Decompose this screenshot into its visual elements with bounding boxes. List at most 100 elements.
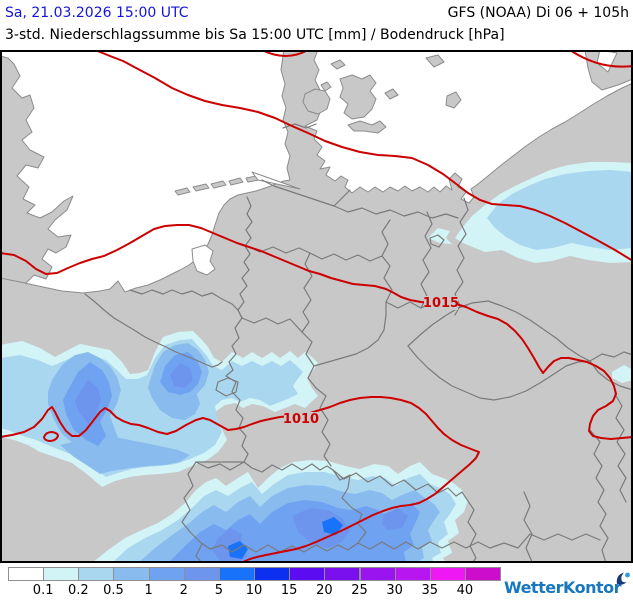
legend-color-box — [429, 567, 466, 581]
isobar-label-bg — [284, 412, 318, 426]
state-border — [313, 301, 387, 367]
legend-value-label: 0.5 — [103, 583, 124, 598]
border-fr-it — [195, 543, 203, 564]
wetterkontor-logo: WetterKontor — [504, 572, 630, 597]
border-ch-north — [195, 461, 334, 473]
legend-value-label: 1 — [144, 583, 153, 598]
legend-value-label: 25 — [351, 583, 368, 598]
isobar-value-label: 1015 — [423, 296, 459, 311]
precip-area-2 — [75, 380, 101, 424]
state-border — [381, 255, 393, 303]
border-ch-west-south — [181, 461, 359, 553]
border-at-west — [332, 469, 367, 544]
legend-value-label: 0.1 — [32, 583, 54, 598]
elbe-estuary — [251, 171, 301, 190]
border-be-fr — [84, 293, 223, 368]
ijsselmeer — [191, 244, 216, 276]
state-border — [420, 211, 433, 309]
precip-area-0.1 — [612, 365, 633, 383]
isobar-line — [569, 49, 633, 68]
precip-area-5 — [322, 517, 343, 535]
legend-value-label: 30 — [386, 583, 403, 598]
border-at-hu — [614, 393, 627, 503]
border-dk-de — [282, 123, 317, 129]
border-be-nl — [129, 289, 243, 319]
legend-color-box — [394, 567, 431, 581]
wadden-island — [192, 183, 210, 192]
isobar-label-bg — [424, 296, 458, 310]
border-cz-north — [407, 300, 591, 362]
state-border-saarland — [215, 377, 239, 397]
isobar-line-1015 — [0, 224, 633, 440]
isobar-closed-loop — [43, 431, 59, 442]
island-lolland — [347, 120, 387, 134]
island-zealand — [339, 74, 377, 120]
border-at-internal — [465, 497, 477, 564]
wadden-island — [228, 177, 244, 186]
legend-color-box — [148, 567, 185, 581]
precip-area-2 — [170, 363, 193, 388]
border-at-hu-si — [589, 429, 609, 564]
legend-value-label: 0.2 — [67, 583, 89, 598]
legend-value-label: 2 — [179, 583, 188, 598]
island-funen — [302, 88, 331, 115]
state-border — [261, 179, 335, 207]
map-canvas: 1015 1010 — [0, 49, 633, 564]
land-britain — [0, 55, 74, 290]
state-border — [381, 219, 391, 257]
isobar-line-1010 — [0, 396, 480, 564]
logo-bird-icon — [616, 572, 630, 585]
legend-color-box — [183, 567, 220, 581]
legend-color-box — [78, 567, 115, 581]
state-border-berlin — [429, 234, 445, 248]
legend-value-label: 5 — [214, 583, 224, 598]
state-border — [309, 252, 383, 262]
legend-value-label: 35 — [421, 583, 439, 598]
legend-color-box — [359, 567, 396, 581]
legend-color-box — [324, 567, 361, 581]
isobars: 1015 1010 — [0, 49, 633, 564]
logo-text: WetterKontor — [504, 578, 622, 597]
border-cz-south — [407, 345, 591, 401]
precipitation-areas — [0, 162, 633, 563]
map-frame — [0, 50, 633, 563]
border-nl-de — [237, 196, 253, 319]
border-at-it-si — [357, 533, 601, 550]
island-bornholm — [445, 91, 462, 109]
precipitation-legend: 0.1 0.2 0.5 1 2 5 10 15 20 25 30 35 40 — [0, 563, 633, 600]
legend-color-box — [464, 567, 502, 581]
header: Sa, 21.03.2026 15:00 UTC GFS (NOAA) Di 0… — [0, 0, 633, 50]
precip-area-0.2 — [487, 170, 633, 250]
legend-value-label: 10 — [245, 583, 263, 598]
legend-color-box — [113, 567, 150, 581]
small-island — [330, 59, 346, 70]
valid-datetime: Sa, 21.03.2026 15:00 UTC — [5, 5, 189, 21]
precip-area-2 — [292, 508, 350, 548]
legend-color-box — [43, 567, 80, 581]
precipitation-map: 1015 1010 — [0, 49, 633, 564]
border-fr-de — [195, 375, 249, 463]
precip-area-2 — [382, 508, 408, 530]
border-be-lux-fr — [225, 317, 243, 377]
precip-area-0.5 — [60, 437, 190, 474]
isobar-line — [94, 49, 633, 262]
legend-value-label: 20 — [316, 583, 333, 598]
legend-color-box — [289, 567, 326, 581]
small-island — [425, 54, 445, 68]
wadden-island — [174, 187, 191, 196]
legend-color-box — [8, 567, 45, 581]
state-border — [301, 252, 313, 333]
legend-color-box — [254, 567, 291, 581]
state-border — [301, 331, 317, 389]
map-title: 3-std. Niederschlagssumme bis Sa 15:00 U… — [5, 27, 505, 43]
state-border — [333, 189, 351, 207]
border-sk-hu — [589, 360, 633, 391]
small-island — [384, 88, 399, 100]
border-cz-sk — [589, 351, 633, 362]
state-border — [241, 317, 303, 333]
german-state-borders — [215, 179, 459, 467]
isobar-value-label: 1010 — [283, 412, 319, 427]
state-border — [333, 205, 459, 219]
state-border — [315, 387, 332, 467]
border-at-internal — [523, 491, 533, 563]
